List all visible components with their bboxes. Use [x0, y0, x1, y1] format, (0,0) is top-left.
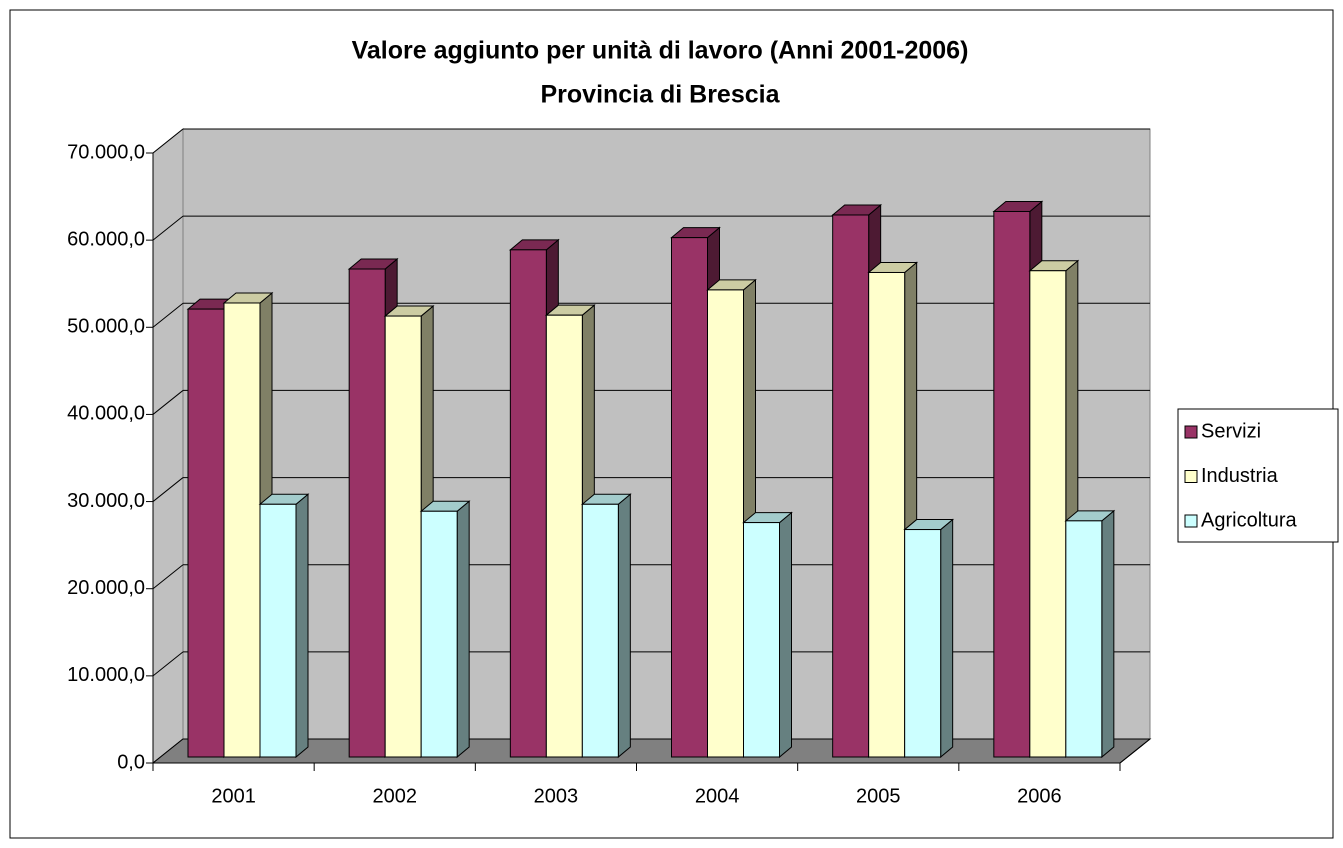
bar: [545, 314, 583, 758]
legend-swatch: [1184, 425, 1198, 439]
legend-swatch: [1184, 470, 1198, 483]
bar: [1065, 520, 1103, 758]
y-tick-label: 30.000,0: [67, 490, 145, 512]
grid-line-side: [152, 302, 184, 328]
legend-label: Agricoltura: [1201, 509, 1297, 531]
bar: [904, 529, 942, 758]
legend-label: Servizi: [1201, 420, 1261, 442]
legend-swatch: [1184, 514, 1198, 528]
grid-line-side: [152, 651, 184, 677]
bar: [671, 237, 708, 758]
x-axis-depth: [1119, 738, 1151, 764]
x-tick-label: 2005: [856, 785, 901, 807]
x-tick-label: 2003: [534, 785, 579, 807]
grid-line-side: [152, 215, 184, 241]
bar: [581, 503, 619, 758]
bar: [509, 249, 547, 758]
bar: [832, 214, 870, 758]
legend-box: [1177, 408, 1339, 543]
bar: [707, 289, 744, 758]
bar: [868, 271, 906, 758]
y-tick-label: 60.000,0: [67, 228, 145, 250]
bar: [420, 510, 458, 758]
x-tick-label: 2001: [211, 785, 256, 807]
y-tick-label: 20.000,0: [67, 577, 145, 599]
x-tick-label: 2004: [695, 785, 740, 807]
chart-title: Valore aggiunto per unità di lavoro (Ann…: [352, 37, 969, 65]
bar: [348, 268, 386, 758]
grid-line-side: [152, 128, 184, 154]
y-tick-label: 0,0: [117, 751, 145, 773]
y-tick-label: 50.000,0: [67, 316, 145, 338]
bar-side: [779, 511, 792, 759]
grid-line-side: [152, 390, 184, 415]
x-tick-label: 2006: [1017, 785, 1062, 807]
bar: [743, 522, 780, 758]
bar-side: [940, 518, 954, 759]
bar: [259, 503, 297, 758]
bar-side: [295, 493, 309, 759]
side-wall: [152, 127, 184, 765]
grid-line-side: [152, 477, 184, 502]
legend-label: Industria: [1201, 465, 1279, 487]
bar-side: [617, 493, 631, 759]
x-tick-label: 2002: [373, 785, 418, 807]
y-tick-label: 40.000,0: [67, 403, 145, 425]
bar: [187, 308, 225, 758]
bar: [1029, 270, 1067, 758]
grid-line-side: [152, 564, 184, 590]
bar: [223, 302, 261, 758]
y-tick-label: 10.000,0: [67, 664, 145, 686]
bar-side: [1101, 509, 1115, 759]
bar-side: [456, 500, 470, 759]
bar: [993, 210, 1031, 758]
y-tick-label: 70.000,0: [67, 141, 145, 163]
bar: [384, 315, 422, 758]
chart-subtitle: Provincia di Brescia: [540, 81, 780, 109]
